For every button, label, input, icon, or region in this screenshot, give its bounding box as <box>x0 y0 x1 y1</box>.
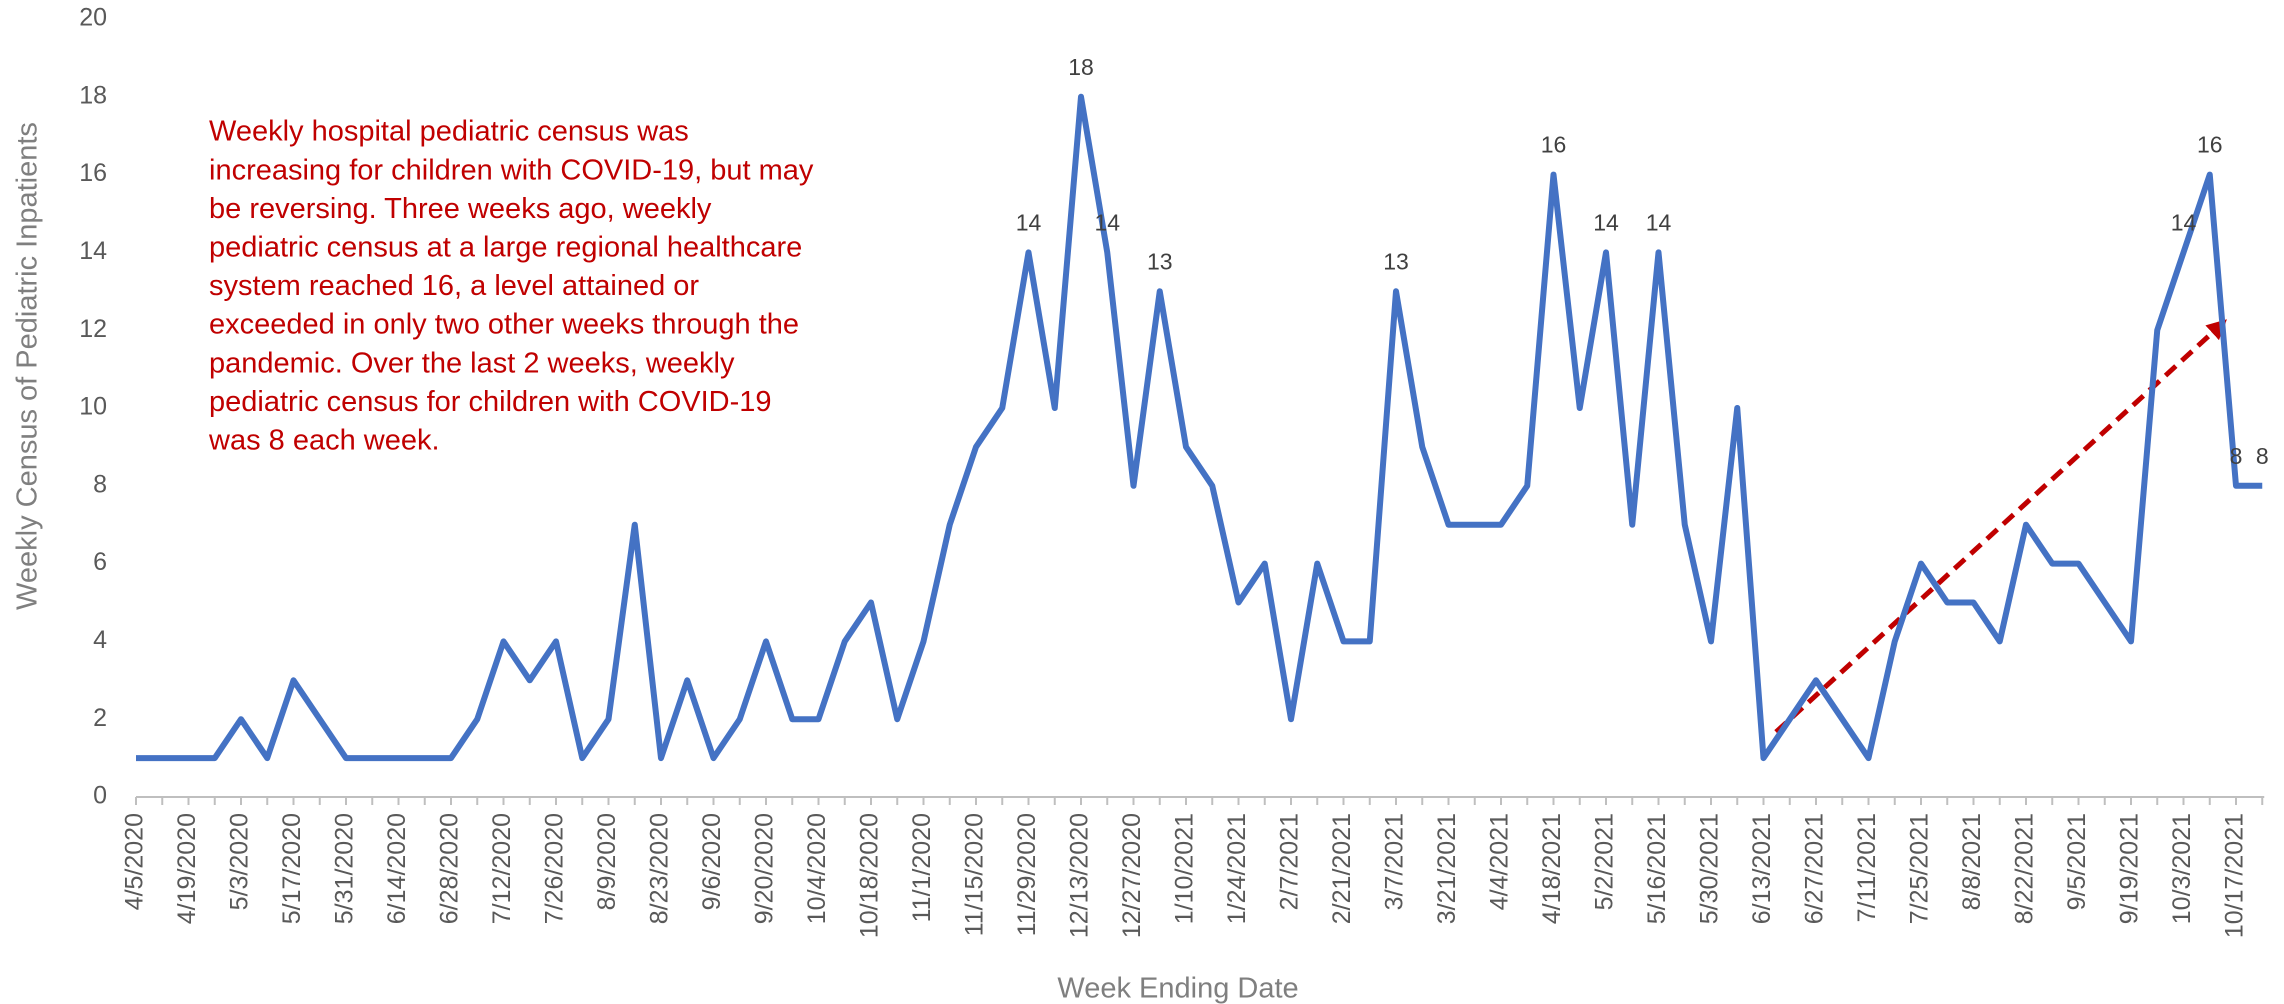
data-label: 14 <box>1016 209 1042 235</box>
y-tick-label: 8 <box>93 470 107 498</box>
x-tick-label: 6/14/2020 <box>383 813 411 924</box>
data-label: 14 <box>1593 209 1619 235</box>
x-tick-label: 9/19/2021 <box>2116 813 2144 924</box>
x-tick-label: 5/3/2020 <box>226 813 254 910</box>
y-tick-label: 20 <box>79 4 107 32</box>
x-tick-label: 8/8/2021 <box>1958 813 1986 910</box>
y-tick-label: 2 <box>93 704 107 732</box>
x-tick-label: 10/3/2021 <box>2168 813 2196 924</box>
x-tick-label: 9/6/2020 <box>698 813 726 910</box>
x-tick-label: 6/27/2021 <box>1801 813 1829 924</box>
x-tick-label: 11/1/2020 <box>908 813 936 922</box>
x-tick-label: 8/22/2021 <box>2011 813 2039 924</box>
x-tick-label: 1/10/2021 <box>1171 813 1199 924</box>
x-tick-label: 1/24/2021 <box>1223 813 1251 924</box>
annotation-line: pediatric census for children with COVID… <box>209 386 772 418</box>
x-tick-label: 6/13/2021 <box>1748 813 1776 924</box>
series-line <box>136 93 2263 762</box>
x-tick-label: 6/28/2020 <box>436 813 464 924</box>
y-tick-label: 12 <box>79 315 107 343</box>
x-tick-label: 2/21/2021 <box>1328 813 1356 924</box>
x-tick-label: 4/18/2021 <box>1538 813 1566 924</box>
data-label: 14 <box>1094 209 1120 235</box>
annotation-line: exceeded in only two other weeks through… <box>209 309 799 341</box>
x-tick-label: 5/16/2021 <box>1643 813 1671 924</box>
x-tick-label: 4/19/2020 <box>173 813 201 924</box>
data-label: 8 <box>2230 443 2243 469</box>
x-tick-label: 4/5/2020 <box>121 813 149 910</box>
x-tick-label: 10/17/2021 <box>2221 813 2249 938</box>
annotation-line: Weekly hospital pediatric census was <box>209 116 689 148</box>
x-tick-label: 10/4/2020 <box>803 813 831 924</box>
x-tick-label: 9/20/2020 <box>751 813 779 924</box>
x-tick-label: 12/13/2020 <box>1066 813 1094 938</box>
y-tick-label: 10 <box>79 393 107 421</box>
y-tick-label: 16 <box>79 159 107 187</box>
x-axis-title: Week Ending Date <box>1057 973 1298 1004</box>
data-label: 13 <box>1147 248 1173 274</box>
y-tick-label: 0 <box>93 782 107 810</box>
annotation-line: pediatric census at a large regional hea… <box>209 231 802 263</box>
x-tick-label: 8/23/2020 <box>646 813 674 924</box>
x-tick-label: 12/27/2020 <box>1118 813 1146 938</box>
y-axis-title: Weekly Census of Pediatric Inpatients <box>12 122 44 610</box>
x-tick-label: 7/12/2020 <box>488 813 516 924</box>
x-tick-label: 3/7/2021 <box>1381 813 1409 910</box>
data-label: 18 <box>1068 54 1094 80</box>
data-label: 8 <box>2256 443 2269 469</box>
data-label: 13 <box>1383 248 1409 274</box>
trend-arrow <box>1774 319 2227 734</box>
x-tick-label: 8/9/2020 <box>593 813 621 910</box>
x-tick-label: 11/29/2020 <box>1013 813 1041 936</box>
data-label: 14 <box>2171 209 2197 235</box>
data-label: 16 <box>1541 132 1567 158</box>
y-tick-label: 18 <box>79 81 107 109</box>
x-tick-label: 5/17/2020 <box>278 813 306 924</box>
x-tick-label: 11/15/2020 <box>961 813 989 936</box>
x-tick-label: 2/7/2021 <box>1276 813 1304 910</box>
x-tick-label: 5/31/2020 <box>331 813 359 924</box>
y-tick-label: 14 <box>79 237 107 265</box>
x-tick-label: 7/25/2021 <box>1906 813 1934 924</box>
x-tick-label: 5/30/2021 <box>1696 813 1724 924</box>
x-tick-label: 7/11/2021 <box>1853 813 1881 922</box>
annotation-line: increasing for children with COVID-19, b… <box>209 154 814 186</box>
annotation-line: pandemic. Over the last 2 weeks, weekly <box>209 347 735 379</box>
x-tick-label: 10/18/2020 <box>856 813 884 938</box>
x-tick-label: 9/5/2021 <box>2063 813 2091 910</box>
annotation-line: system reached 16, a level attained or <box>209 270 699 302</box>
annotation-line: be reversing. Three weeks ago, weekly <box>209 193 712 225</box>
data-label: 14 <box>1646 209 1672 235</box>
x-tick-label: 7/26/2020 <box>541 813 569 924</box>
y-tick-label: 6 <box>93 548 107 576</box>
x-tick-label: 3/21/2021 <box>1433 813 1461 924</box>
y-tick-label: 4 <box>93 626 107 654</box>
x-tick-label: 4/4/2021 <box>1486 813 1514 910</box>
annotation-line: was 8 each week. <box>208 424 440 456</box>
x-tick-label: 5/2/2021 <box>1591 813 1619 910</box>
data-label: 16 <box>2197 132 2223 158</box>
